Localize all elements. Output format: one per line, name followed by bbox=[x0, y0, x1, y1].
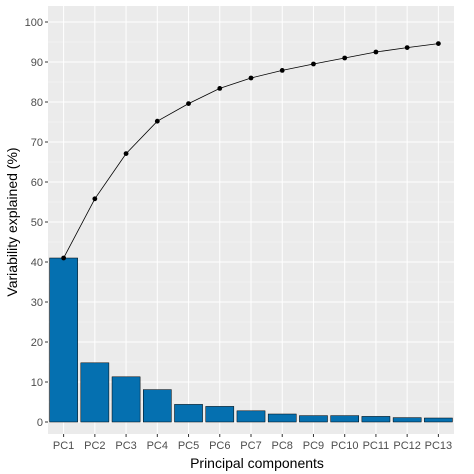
y-tick-label: 80 bbox=[31, 97, 43, 109]
cumulative-point-pc11 bbox=[373, 49, 379, 55]
x-tick-label: PC3 bbox=[115, 440, 136, 452]
x-tick-label: PC2 bbox=[84, 440, 105, 452]
bar-pc13 bbox=[424, 417, 453, 423]
y-tick-label: 60 bbox=[31, 177, 43, 189]
y-axis-title: Variability explained (%) bbox=[4, 147, 20, 296]
cumulative-point-pc6 bbox=[217, 86, 223, 91]
x-tick-label: PC11 bbox=[363, 440, 390, 452]
bar-pc1 bbox=[49, 257, 78, 423]
cumulative-points bbox=[61, 41, 441, 261]
x-tick-label: PC5 bbox=[178, 440, 199, 452]
bar-pc3 bbox=[111, 376, 141, 423]
bar-pc9 bbox=[299, 415, 328, 423]
y-tick-label: 30 bbox=[31, 297, 43, 309]
cumulative-point-pc3 bbox=[123, 151, 129, 157]
cumulative-point-pc7 bbox=[248, 75, 254, 81]
x-tick-label: PC8 bbox=[272, 440, 293, 452]
bar-pc11 bbox=[361, 416, 391, 423]
bar-pc2 bbox=[80, 362, 110, 423]
y-axis: 0 10 20 30 40 50 60 70 80 90 100 bbox=[25, 17, 48, 429]
cumulative-point-pc2 bbox=[92, 196, 98, 202]
x-tick-label: PC1 bbox=[53, 440, 74, 452]
y-tick-label: 10 bbox=[31, 377, 43, 389]
cumulative-point-pc5 bbox=[186, 101, 191, 106]
y-tick-label: 50 bbox=[31, 217, 43, 229]
cumulative-point-pc10 bbox=[342, 55, 348, 61]
y-tick-label: 70 bbox=[31, 137, 43, 149]
bar-pc8 bbox=[267, 413, 297, 423]
bar-pc10 bbox=[330, 415, 359, 423]
x-tick-label: PC6 bbox=[209, 440, 230, 452]
x-tick-label: PC9 bbox=[303, 440, 324, 452]
bar-pc6 bbox=[205, 406, 235, 423]
x-axis-title: Principal components bbox=[190, 455, 324, 471]
x-tick-label: PC12 bbox=[393, 440, 421, 452]
bar-pc7 bbox=[236, 410, 266, 423]
cumulative-point-pc4 bbox=[154, 118, 160, 124]
bars bbox=[49, 257, 453, 423]
x-axis: PC1 PC2 PC3 PC4 PC5 PC6 PC7 PC8 PC9 PC10 PC11 PC12 P… bbox=[53, 434, 452, 452]
cumulative-point-pc12 bbox=[404, 45, 410, 50]
x-tick-label: PC4 bbox=[147, 440, 168, 452]
y-tick-label: 40 bbox=[31, 257, 43, 269]
x-tick-label: PC7 bbox=[240, 440, 261, 452]
bar-pc4 bbox=[143, 389, 172, 423]
y-tick-label: 100 bbox=[25, 17, 43, 29]
cumulative-point-pc8 bbox=[279, 68, 285, 73]
y-tick-label: 90 bbox=[31, 57, 43, 69]
x-tick-label: PC10 bbox=[331, 440, 359, 452]
y-tick-label: 20 bbox=[31, 337, 43, 349]
x-tick-label: PC13 bbox=[425, 440, 453, 452]
bar-pc12 bbox=[392, 417, 422, 423]
cumulative-point-pc9 bbox=[311, 61, 316, 67]
bar-pc5 bbox=[174, 404, 203, 423]
cumulative-point-pc13 bbox=[435, 41, 441, 46]
y-tick-label: 0 bbox=[37, 417, 43, 429]
cumulative-point-pc1 bbox=[61, 255, 67, 261]
